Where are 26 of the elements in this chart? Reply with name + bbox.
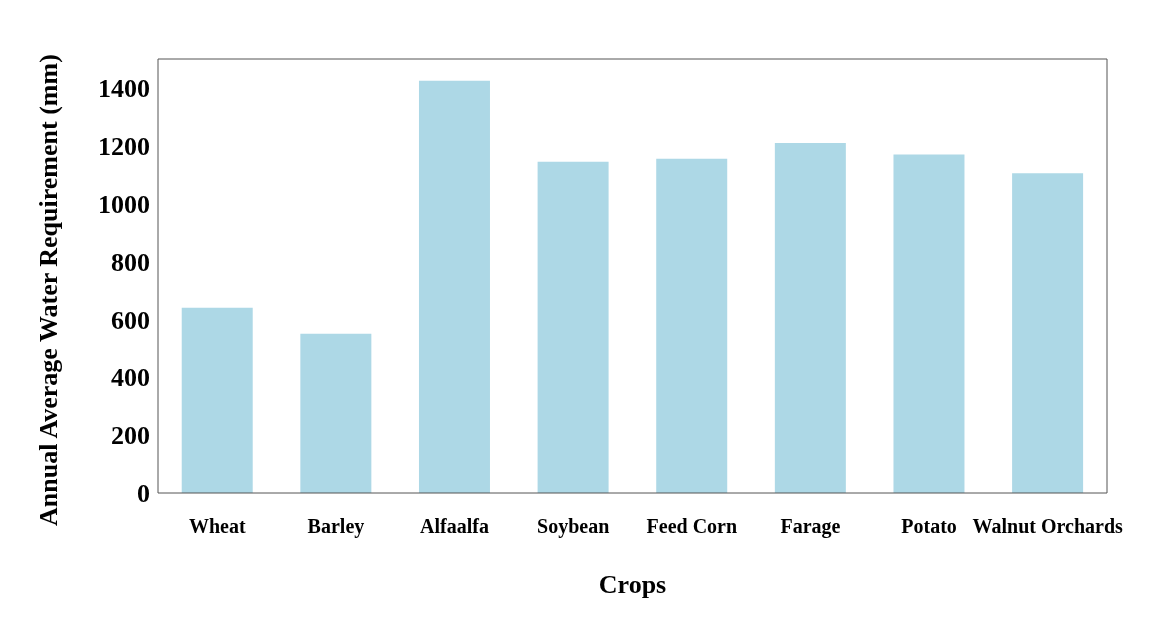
x-tick-label: Wheat: [188, 515, 246, 538]
x-axis-title: Crops: [598, 570, 667, 599]
x-tick-label: Barley: [307, 515, 365, 539]
y-tick-label: 200: [111, 421, 150, 451]
bar: [537, 161, 609, 493]
bar: [181, 307, 253, 493]
bar: [300, 333, 372, 493]
x-tick-label: Feed Corn: [646, 515, 738, 538]
bar: [418, 80, 490, 493]
x-tick-label: Farage: [780, 515, 841, 539]
y-tick-label: 1000: [98, 189, 150, 219]
x-tick-label: Alfaalfa: [420, 515, 490, 538]
y-tick-label: 800: [111, 247, 150, 277]
bar: [1012, 173, 1084, 493]
y-tick-label: 400: [111, 363, 150, 393]
y-tick-label: 0: [137, 479, 150, 509]
bar: [656, 158, 728, 493]
y-axis-title: Annual Average Water Requirement (mm): [34, 54, 64, 526]
bar: [774, 142, 846, 493]
bar: [893, 154, 965, 493]
x-tick-label: Potato: [901, 515, 957, 538]
x-tick-label: Soybean: [537, 515, 610, 539]
x-tick-label: Walnut Orchards: [972, 515, 1124, 538]
y-tick-label: 600: [111, 305, 150, 335]
y-tick-label: 1200: [98, 132, 150, 162]
y-tick-label: 1400: [98, 74, 150, 104]
